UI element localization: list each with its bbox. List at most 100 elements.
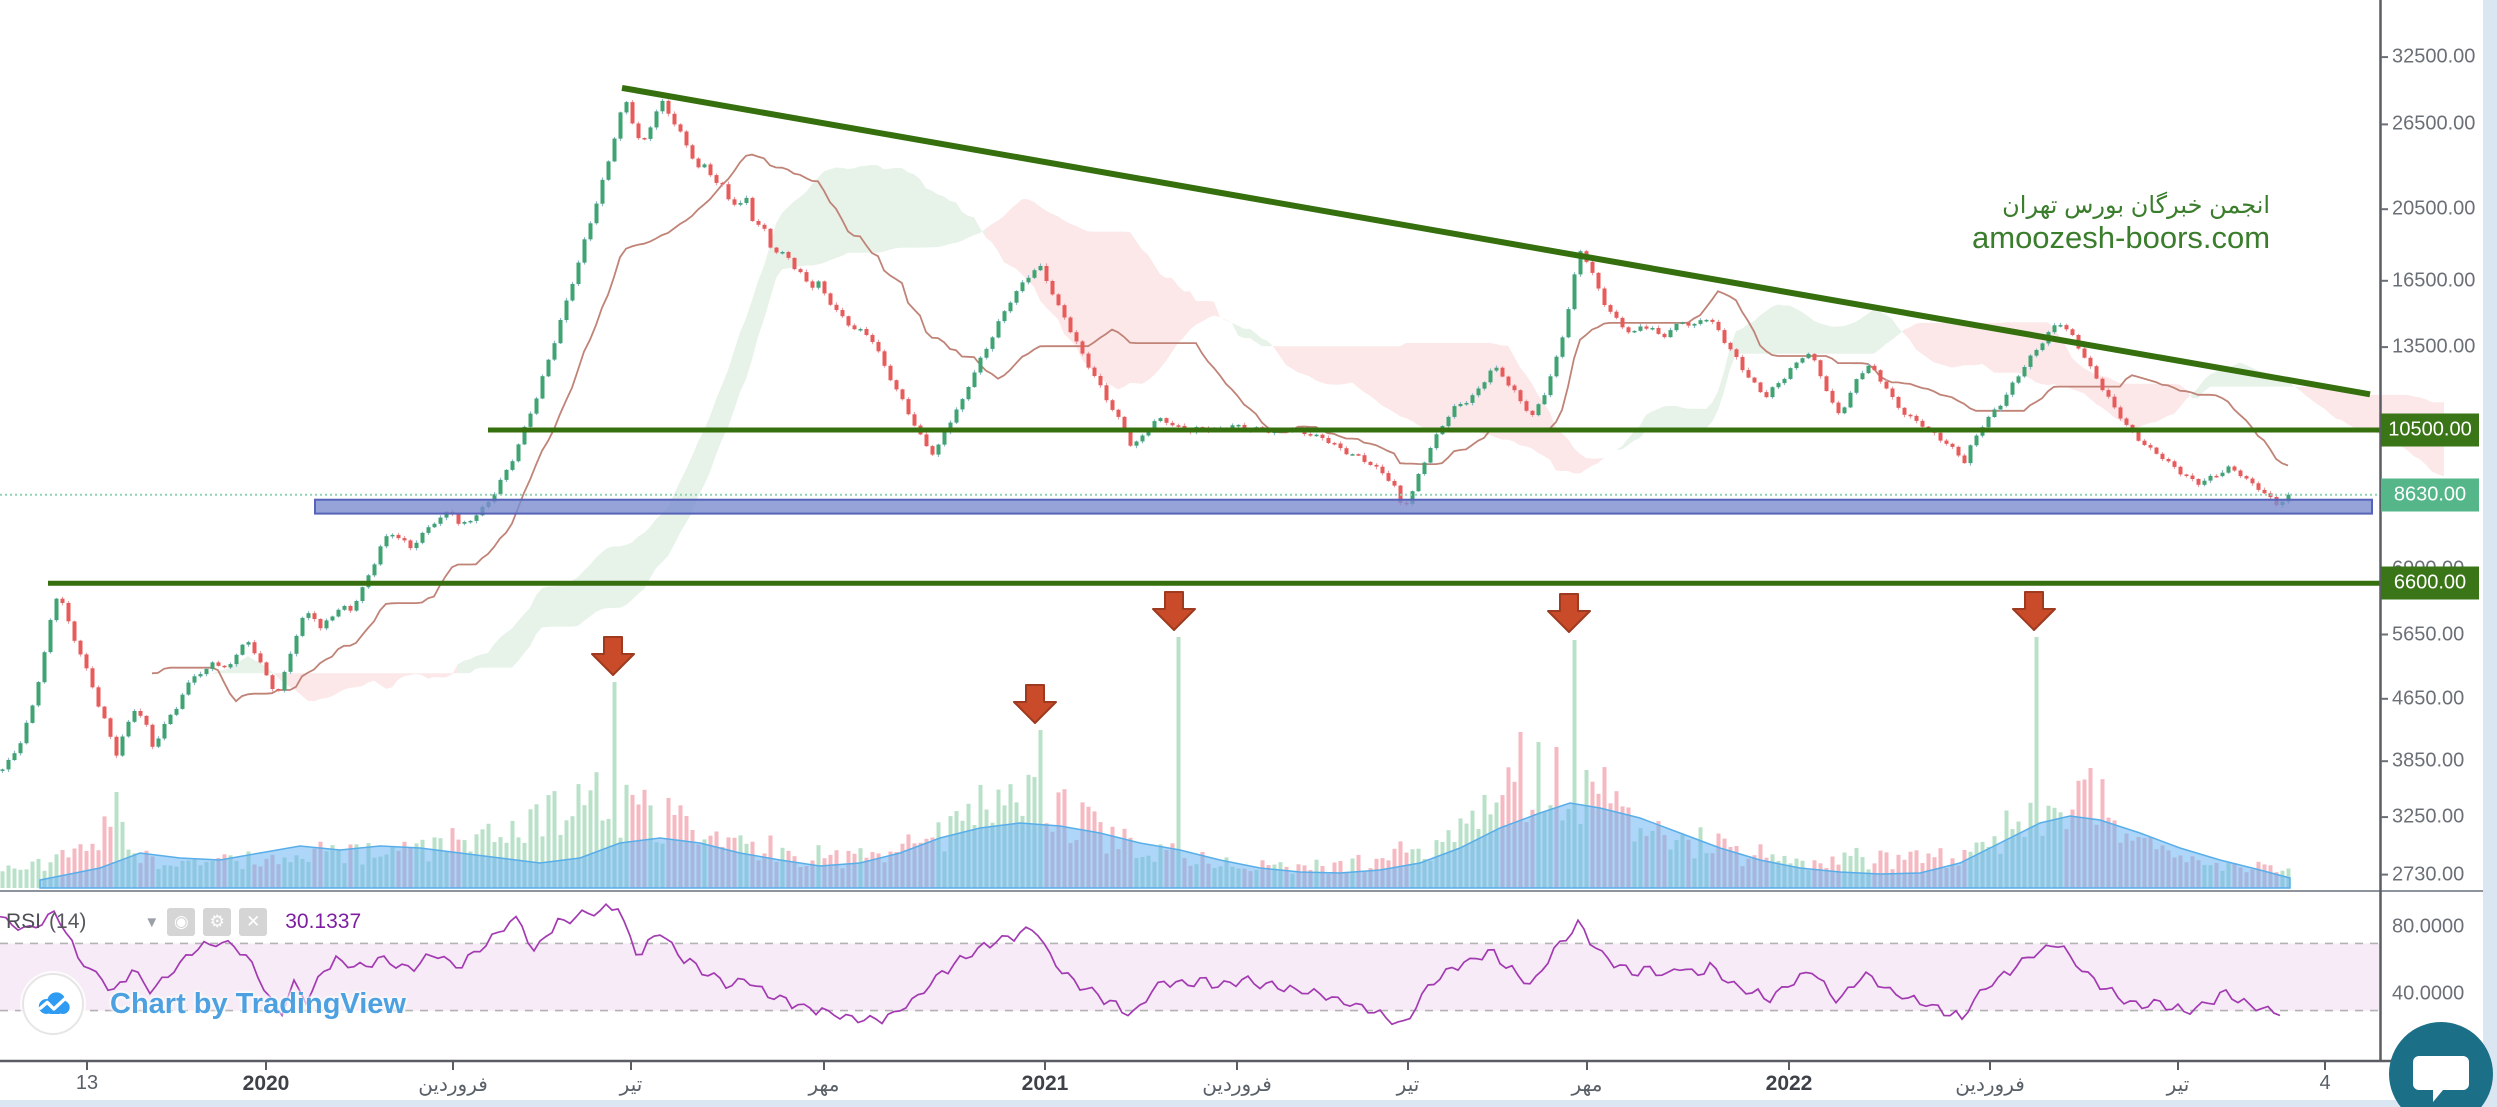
chat-button[interactable] [2387, 1020, 2497, 1107]
chevron-down-icon[interactable]: ▼ [144, 913, 160, 931]
time-axis-label[interactable]: فروردین [1955, 1074, 2025, 1096]
down-arrow-marker[interactable] [591, 636, 635, 676]
ichimoku-cloud-segment [1226, 319, 1232, 324]
down-arrow-marker[interactable] [2012, 591, 2056, 631]
candle-body [1074, 332, 1079, 342]
settings-icon[interactable]: ⚙ [203, 908, 232, 936]
ichimoku-cloud-segment [818, 171, 824, 265]
ichimoku-cloud-segment [1100, 231, 1106, 384]
candle-body [2082, 348, 2087, 358]
ichimoku-cloud-segment [578, 570, 584, 626]
ichimoku-cloud-segment [2054, 328, 2060, 387]
ichimoku-cloud-segment [452, 664, 458, 675]
candle-body [1536, 404, 1541, 416]
ichimoku-cloud-segment [1880, 311, 1886, 350]
ichimoku-cloud-segment [1496, 343, 1502, 440]
ichimoku-cloud-segment [698, 430, 704, 497]
time-axis-label[interactable]: 4 [2319, 1072, 2331, 1094]
ichimoku-cloud-segment [170, 756, 176, 762]
volume-bar [534, 804, 539, 888]
volume-bar [90, 843, 95, 888]
ichimoku-cloud-segment [644, 527, 650, 589]
time-axis-label[interactable]: تیر [2166, 1074, 2190, 1096]
candle-body [294, 635, 299, 654]
time-axis-label[interactable]: مهر [1571, 1074, 1603, 1096]
candle-body [1632, 330, 1637, 333]
ichimoku-cloud-segment [2126, 383, 2132, 428]
candle-body [1578, 251, 1583, 275]
candle-body [30, 705, 35, 723]
candle-body [942, 432, 947, 445]
down-arrow-marker[interactable] [1013, 684, 1057, 724]
time-axis-label[interactable]: 2022 [1765, 1072, 1813, 1095]
ichimoku-cloud-segment [878, 165, 884, 253]
descending-trendline[interactable] [621, 84, 2371, 398]
candle-body [834, 304, 839, 310]
page-edge-right [2483, 0, 2497, 1107]
ichimoku-cloud-segment [1760, 311, 1766, 354]
candle-body [900, 389, 905, 400]
ichimoku-cloud-segment [416, 673, 422, 676]
volume-bar [120, 821, 125, 888]
volume-bar [1518, 732, 1523, 888]
time-axis-label[interactable]: تیر [619, 1074, 643, 1096]
ichimoku-cloud-segment [1376, 346, 1382, 406]
candle-body [2028, 355, 2033, 367]
ichimoku-cloud-segment [1214, 301, 1220, 318]
candle-body [912, 414, 917, 426]
ichimoku-cloud-segment [872, 164, 878, 253]
ichimoku-cloud-segment [764, 245, 770, 320]
candle-body [2106, 390, 2111, 397]
down-arrow-marker[interactable] [1547, 593, 1591, 633]
tradingview-logo[interactable]: Chart by TradingView [22, 973, 406, 1035]
ichimoku-cloud-segment [1736, 328, 1742, 354]
candle-body [2184, 474, 2189, 476]
time-axis-label[interactable]: مهر [808, 1074, 840, 1096]
time-axis-label[interactable]: تیر [1396, 1074, 1420, 1096]
ichimoku-cloud-segment [1016, 199, 1022, 275]
candle-body [18, 743, 23, 754]
price-axis-label: 2730.00 [2392, 863, 2465, 886]
candle-body [42, 652, 47, 683]
ichimoku-cloud-segment [1886, 314, 1892, 344]
ichimoku-cloud-segment [704, 416, 710, 486]
candle-body [768, 228, 773, 248]
time-axis-label[interactable]: 2020 [242, 1072, 290, 1095]
ichimoku-cloud-segment [1106, 231, 1112, 386]
candle-body [2040, 343, 2045, 350]
time-axis-label[interactable]: فروردین [418, 1074, 488, 1096]
candle-body [534, 398, 539, 414]
candle-body [1368, 461, 1373, 465]
candle-body [582, 239, 587, 263]
ichimoku-cloud-segment [1028, 199, 1034, 288]
ichimoku-cloud-segment [1826, 325, 1832, 354]
candle-body [846, 316, 851, 326]
rsi-line [0, 902, 2281, 1026]
candle-body [210, 662, 215, 669]
source-icon[interactable]: ◉ [167, 908, 196, 936]
candle-body [1518, 390, 1523, 402]
ichimoku-cloud-segment [860, 165, 866, 253]
candle-body [102, 706, 107, 719]
candle-body [216, 662, 221, 666]
volume-bar [1914, 850, 1919, 888]
time-axis-label[interactable]: 2021 [1021, 1072, 1069, 1095]
volume-bar [528, 809, 533, 888]
candle-body [1116, 409, 1121, 417]
ichimoku-cloud-segment [1628, 431, 1634, 446]
close-icon[interactable]: ✕ [239, 908, 268, 936]
time-axis-label[interactable]: فروردین [1202, 1074, 1272, 1096]
down-arrow-marker[interactable] [1152, 591, 1196, 631]
volume-bar [1908, 851, 1913, 888]
candle-body [468, 520, 473, 523]
time-axis-label[interactable]: 13 [75, 1072, 99, 1094]
price-axis-label: 5650.00 [2392, 623, 2465, 646]
candle-body [1374, 464, 1379, 467]
ichimoku-cloud-segment [554, 586, 560, 627]
ichimoku-cloud-segment [2372, 394, 2378, 434]
support-zone-band[interactable] [314, 498, 2373, 515]
ichimoku-cloud-segment [602, 547, 608, 610]
candle-body [1392, 481, 1397, 486]
